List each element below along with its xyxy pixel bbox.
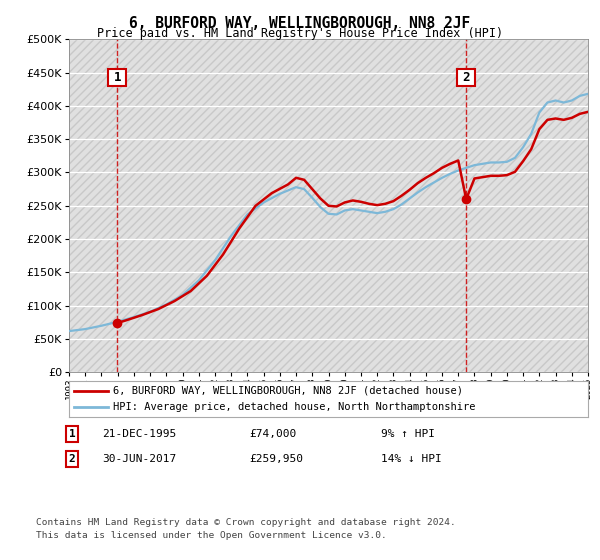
- Text: 1: 1: [113, 71, 121, 83]
- Text: This data is licensed under the Open Government Licence v3.0.: This data is licensed under the Open Gov…: [36, 531, 387, 540]
- Text: 6, BURFORD WAY, WELLINGBOROUGH, NN8 2JF (detached house): 6, BURFORD WAY, WELLINGBOROUGH, NN8 2JF …: [113, 386, 463, 396]
- FancyBboxPatch shape: [108, 68, 126, 86]
- Text: 6, BURFORD WAY, WELLINGBOROUGH, NN8 2JF: 6, BURFORD WAY, WELLINGBOROUGH, NN8 2JF: [130, 16, 470, 31]
- Text: Contains HM Land Registry data © Crown copyright and database right 2024.: Contains HM Land Registry data © Crown c…: [36, 518, 456, 527]
- Text: Price paid vs. HM Land Registry's House Price Index (HPI): Price paid vs. HM Land Registry's House …: [97, 27, 503, 40]
- Text: £74,000: £74,000: [249, 429, 296, 439]
- Text: HPI: Average price, detached house, North Northamptonshire: HPI: Average price, detached house, Nort…: [113, 402, 476, 412]
- Text: 14% ↓ HPI: 14% ↓ HPI: [381, 454, 442, 464]
- Text: 2: 2: [68, 454, 76, 464]
- Text: 2: 2: [463, 71, 470, 83]
- Text: 9% ↑ HPI: 9% ↑ HPI: [381, 429, 435, 439]
- Text: 1: 1: [68, 429, 76, 439]
- Text: 30-JUN-2017: 30-JUN-2017: [102, 454, 176, 464]
- Text: £259,950: £259,950: [249, 454, 303, 464]
- Text: 21-DEC-1995: 21-DEC-1995: [102, 429, 176, 439]
- FancyBboxPatch shape: [457, 68, 475, 86]
